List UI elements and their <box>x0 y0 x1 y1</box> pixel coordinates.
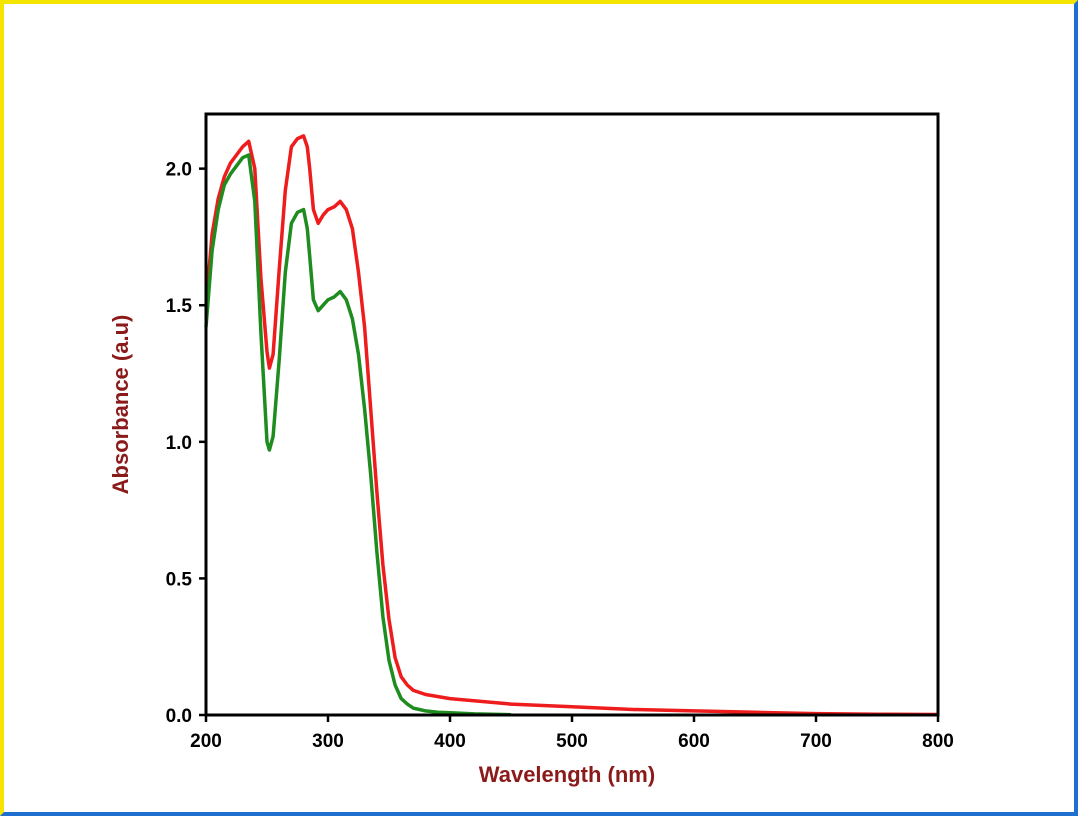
y-tick-label: 1.0 <box>166 433 192 454</box>
x-axis-title: Wavelength (nm) <box>479 762 655 787</box>
y-tick-label: 0.5 <box>166 569 193 590</box>
axis-ticks: 200 300 400 500 600 700 800 0.0 0.5 1.0 1.5 2.0 <box>166 160 954 752</box>
series-line-1 <box>204 134 939 717</box>
x-tick-label: 700 <box>800 731 832 752</box>
y-tick-label: 1.5 <box>166 296 193 317</box>
x-tick-label: 500 <box>556 731 588 752</box>
plot-series-group <box>204 134 939 717</box>
x-tick-label: 300 <box>312 731 344 752</box>
series-line-2 <box>204 153 512 717</box>
y-tick-label: 2.0 <box>166 160 192 181</box>
y-tick-label: 0.0 <box>166 706 192 727</box>
x-tick-label: 600 <box>678 731 710 752</box>
x-tick-label: 400 <box>434 731 466 752</box>
y-axis-title: Absorbance (a.u) <box>108 315 133 495</box>
plot-area-border <box>204 112 940 717</box>
x-tick-label: 200 <box>190 731 222 752</box>
x-tick-label: 800 <box>922 731 954 752</box>
